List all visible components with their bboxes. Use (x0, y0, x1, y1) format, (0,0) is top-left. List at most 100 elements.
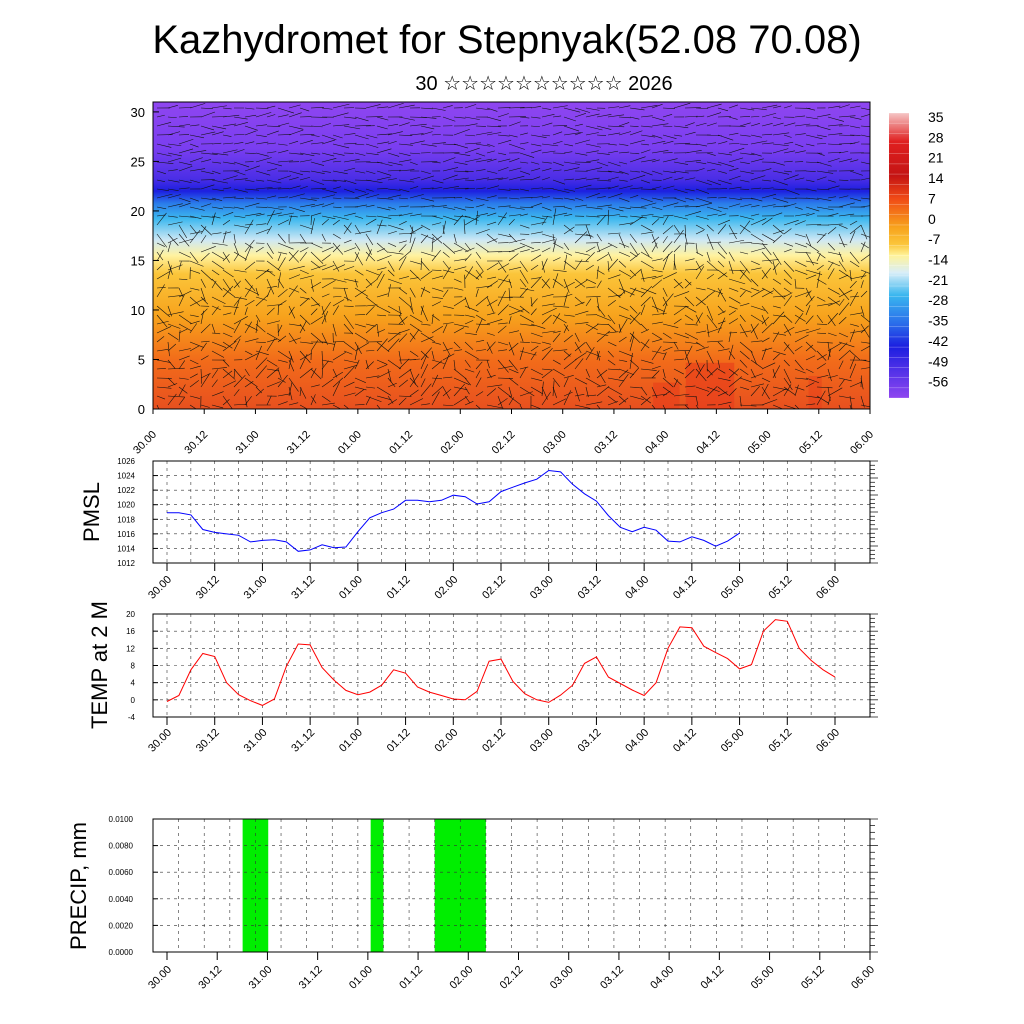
wind-vector (794, 278, 797, 288)
wind-vector (772, 287, 786, 300)
wind-vector (607, 150, 619, 154)
wind-vector (662, 332, 672, 339)
wind-vector (266, 320, 281, 325)
wind-vector (244, 285, 253, 298)
wind-vector (761, 251, 773, 265)
wind-vector (178, 294, 185, 307)
wind-vector (420, 347, 432, 361)
wind-vector (574, 332, 580, 342)
wind-vector (387, 206, 396, 210)
wind-vector (365, 395, 382, 403)
wind-vector (651, 218, 660, 226)
wind-vector (211, 125, 227, 130)
wind-vector (277, 278, 285, 289)
wind-vector (464, 170, 474, 172)
wind-vector (321, 359, 334, 363)
wind-vector (442, 266, 451, 280)
wind-vector (222, 368, 236, 380)
wind-vector (332, 219, 340, 226)
wind-vector (596, 404, 601, 409)
wind-vector (343, 359, 359, 364)
temp-y-tick-label: 16 (126, 627, 135, 636)
wind-vector (750, 134, 762, 138)
wind-vector (772, 205, 790, 208)
wind-vector (563, 224, 573, 233)
wind-vector (398, 232, 416, 235)
precip-x-tick-label: 30.00 (146, 964, 174, 992)
wind-vector (706, 112, 722, 118)
wind-vector (662, 377, 674, 388)
wind-vector (728, 368, 738, 376)
wind-vector (651, 386, 658, 399)
wind-vector (277, 253, 282, 262)
wind-vector (398, 244, 407, 253)
wind-vector (167, 367, 185, 370)
wind-vector (717, 213, 727, 217)
wind-vector (673, 350, 690, 352)
wind-vector (442, 305, 454, 309)
wind-vector (211, 242, 228, 246)
wind-vector (288, 125, 304, 130)
wind-vector (827, 260, 841, 267)
wind-vector (607, 386, 623, 396)
wind-vector (794, 345, 803, 352)
wind-vector (486, 125, 501, 128)
wind-vector (563, 260, 576, 270)
wind-vector (365, 194, 380, 199)
wind-vector (618, 269, 631, 277)
wind-vector (376, 338, 388, 352)
wind-vector (629, 215, 647, 219)
wind-vector (662, 341, 678, 343)
cross-section-y-tick-label: 25 (131, 154, 145, 169)
wind-vector (563, 226, 575, 235)
wind-vector (827, 143, 842, 146)
wind-vector (255, 350, 269, 356)
temp-x-tick-label: 31.00 (242, 727, 270, 755)
wind-vector (453, 359, 456, 371)
wind-vector (794, 233, 807, 238)
wind-vector (167, 237, 178, 244)
wind-vector (255, 112, 272, 118)
wind-vector (827, 223, 843, 226)
wind-vector (761, 104, 778, 109)
wind-vector (772, 262, 780, 271)
wind-vector (255, 287, 259, 297)
wind-vector (706, 273, 715, 280)
wind-vector (354, 359, 360, 370)
wind-vector (761, 290, 774, 298)
wind-vector (299, 387, 302, 397)
wind-vector (464, 377, 472, 386)
wind-vector (233, 149, 245, 154)
wind-vector (409, 237, 416, 253)
wind-vector (728, 376, 742, 388)
wind-vector (827, 314, 836, 327)
wind-vector (354, 242, 361, 251)
wind-vector (508, 342, 519, 352)
wind-vector (156, 326, 172, 334)
wind-vector (772, 350, 786, 356)
wind-vector (838, 289, 853, 298)
wind-vector (310, 332, 324, 344)
wind-vector (849, 197, 862, 202)
wind-vector (420, 364, 429, 379)
wind-vector (662, 170, 676, 174)
wind-vector (376, 341, 390, 353)
wind-vector (178, 202, 191, 208)
wind-vector (266, 285, 278, 289)
wind-vector (277, 150, 289, 154)
wind-vector (552, 330, 561, 334)
wind-vector (508, 134, 518, 138)
wind-vector (728, 104, 738, 109)
wind-vector (420, 260, 430, 271)
wind-vector (706, 179, 721, 186)
wind-vector (816, 206, 834, 211)
wind-vector (156, 193, 173, 199)
wind-vector (541, 247, 551, 253)
wind-vector (706, 368, 713, 376)
wind-vector (354, 143, 365, 146)
wind-vector (464, 104, 477, 109)
wind-vector (244, 202, 260, 208)
wind-vector (519, 142, 529, 145)
wind-vector (211, 296, 226, 304)
